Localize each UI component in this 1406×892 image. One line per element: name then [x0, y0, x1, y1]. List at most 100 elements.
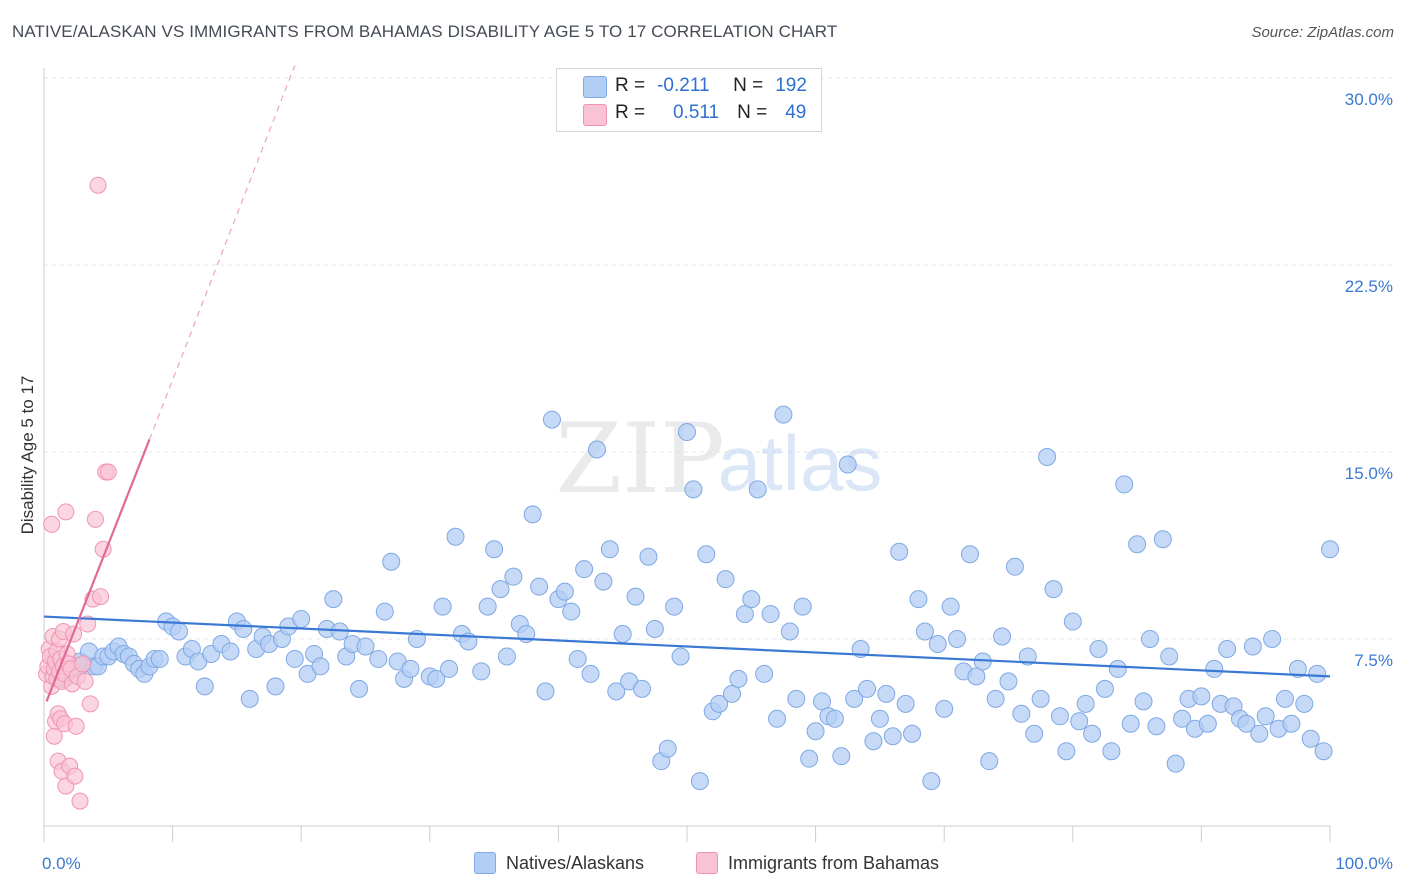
native-point [1083, 724, 1102, 743]
native-point [690, 772, 709, 791]
native-point [671, 647, 690, 666]
native-point [1314, 742, 1333, 761]
native-point [587, 440, 606, 459]
bahamas-point [76, 672, 94, 690]
bottom-legend-natives: Natives/Alaskans [474, 852, 644, 874]
native-point [1218, 639, 1237, 658]
native-point [626, 587, 645, 606]
native-point [292, 610, 311, 629]
native-point [787, 689, 806, 708]
native-point [723, 684, 742, 703]
bottom-legend-swatch-bahamas [696, 852, 718, 874]
native-point [536, 682, 555, 701]
native-point [735, 605, 754, 624]
series-natives-alaskans [47, 405, 1339, 791]
y-tick-label: 7.5% [1354, 651, 1393, 670]
native-point [922, 772, 941, 791]
r-value: -0.211 [657, 75, 710, 96]
bahamas-point [66, 767, 84, 785]
native-point [825, 709, 844, 728]
native-point [234, 620, 253, 639]
native-point [1108, 659, 1127, 678]
n-label: N = [737, 102, 768, 123]
native-point [800, 749, 819, 768]
bahamas-point [92, 588, 110, 606]
native-point [903, 724, 922, 743]
native-point [851, 639, 870, 658]
native-point [433, 597, 452, 616]
native-point [999, 672, 1018, 691]
native-point [948, 630, 967, 648]
native-point [1038, 447, 1057, 466]
native-point [324, 590, 343, 609]
native-point [1115, 475, 1134, 494]
native-point [285, 649, 304, 668]
native-point [472, 662, 491, 681]
native-point [883, 727, 902, 746]
bahamas-point [43, 515, 61, 533]
native-point [645, 620, 664, 639]
correlation-legend: R = -0.211 N = 192 R = 0.511 N = 49 [556, 68, 822, 132]
watermark-atlas: atlas [718, 419, 883, 507]
native-point [350, 679, 369, 698]
native-point [170, 622, 189, 641]
bahamas-point [86, 510, 104, 528]
native-point [523, 505, 542, 524]
bahamas-point [71, 792, 89, 810]
n-value: 192 [775, 75, 807, 96]
trend-line-natives [43, 615, 1331, 678]
native-point [1089, 639, 1108, 658]
native-point [742, 590, 761, 609]
native-point [832, 747, 851, 766]
native-point [1134, 692, 1153, 711]
native-point [1256, 707, 1275, 726]
native-point [658, 739, 677, 758]
native-point [710, 694, 729, 713]
native-point [607, 682, 626, 701]
native-point [813, 692, 832, 711]
legend-swatch-bahamas [583, 104, 607, 126]
native-point [761, 605, 780, 624]
native-point [755, 664, 774, 683]
native-point [562, 602, 581, 621]
native-point [575, 560, 594, 579]
native-point [639, 547, 658, 566]
native-point [382, 552, 401, 571]
native-point [1044, 580, 1063, 599]
tick-labels: 7.5% 15.0% 22.5% 30.0% 0.0% 100.0% [42, 90, 1393, 873]
native-point [684, 480, 703, 499]
native-point [1012, 704, 1031, 723]
native-point [478, 597, 497, 616]
series-immigrants-bahamas [38, 176, 117, 810]
native-point [928, 634, 947, 653]
native-point [581, 664, 600, 683]
native-point [1295, 694, 1314, 713]
native-point [369, 649, 388, 668]
native-point [594, 572, 613, 591]
bahamas-point [81, 695, 99, 713]
native-point [806, 722, 825, 741]
legend-row-bahamas: R = 0.511 N = 49 [615, 101, 806, 125]
native-point [1121, 714, 1140, 733]
native-point [427, 669, 446, 688]
bahamas-point [89, 176, 107, 194]
bahamas-point [67, 717, 85, 735]
native-point [877, 684, 896, 703]
native-point [1237, 714, 1256, 733]
bottom-legend-swatch-natives [474, 852, 496, 874]
native-point [864, 732, 883, 751]
native-point [497, 647, 516, 666]
native-point [1102, 742, 1121, 761]
native-point [1205, 659, 1224, 678]
native-point [1166, 754, 1185, 773]
bottom-legend-label-bahamas: Immigrants from Bahamas [728, 852, 940, 873]
native-point [356, 637, 375, 656]
native-point [774, 405, 793, 424]
native-point [793, 597, 812, 616]
native-point [1057, 742, 1076, 761]
native-point [446, 527, 465, 546]
r-label: R = [615, 102, 646, 123]
native-point [195, 677, 214, 696]
native-point [838, 455, 857, 474]
native-point [1250, 724, 1269, 743]
